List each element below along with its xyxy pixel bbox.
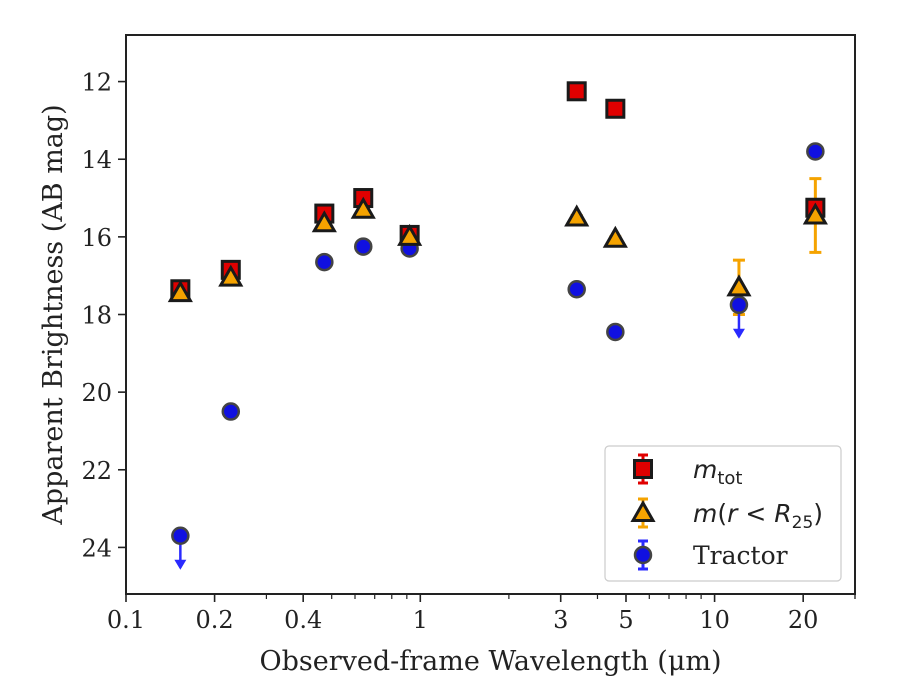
upper-limit-arrow-head: [174, 559, 187, 570]
y-tick-label: 12: [81, 69, 112, 97]
x-tick-label: 1: [413, 606, 428, 634]
legend: mtot m(r < R25) Tractor: [604, 445, 842, 582]
data-point-square: [605, 98, 626, 119]
data-point-triangle: [218, 264, 244, 287]
data-point-circle: [354, 237, 373, 256]
x-axis: 0.1 0.2 0.4 1 3 5 10 20: [107, 594, 856, 634]
y-tick-label: 20: [81, 379, 112, 407]
legend-marker-triangle: [630, 499, 656, 522]
data-point-square: [566, 81, 587, 102]
data-point-circle: [221, 402, 241, 421]
markers-square: [170, 81, 826, 300]
data-point-triangle: [602, 225, 628, 248]
data-point-triangle: [167, 280, 193, 303]
y-tick-label: 16: [81, 224, 112, 252]
x-tick-label: 0.2: [196, 606, 234, 634]
legend-label: mtot: [693, 455, 743, 489]
data-point-triangle: [564, 204, 590, 227]
data-point-circle: [171, 526, 190, 546]
x-tick-label: 0.1: [107, 606, 145, 634]
x-axis-label: Observed-frame Wavelength (μm): [259, 646, 721, 677]
legend-box: [604, 445, 842, 582]
x-tick-label: 20: [788, 606, 819, 634]
x-tick-label: 10: [699, 606, 730, 634]
data-point-circle: [729, 295, 749, 315]
x-tick-label: 3: [553, 606, 568, 634]
legend-label: Tractor: [693, 541, 788, 570]
y-tick-label: 14: [81, 146, 112, 174]
data-point-circle: [606, 322, 625, 342]
data-point-triangle: [350, 196, 376, 219]
x-tick-label: 0.4: [284, 606, 322, 634]
markers-circle: [171, 142, 825, 546]
data-point-triangle: [802, 202, 828, 225]
y-axis: 12 14 16 18 20 22 24: [81, 69, 126, 562]
legend-marker-square: [633, 459, 653, 479]
series-square: [174, 88, 822, 295]
chart-marks: [167, 81, 828, 570]
legend-label: m(r < R25): [693, 499, 823, 533]
y-tick-label: 24: [81, 534, 112, 562]
data-point-triangle: [311, 210, 337, 233]
data-point-circle: [806, 142, 825, 161]
upper-limit-arrow-head: [732, 328, 745, 339]
data-point-circle: [567, 280, 586, 299]
y-tick-label: 22: [81, 457, 112, 485]
y-tick-label: 18: [81, 302, 112, 330]
x-tick-label: 5: [618, 606, 633, 634]
legend-marker-circle: [633, 545, 653, 565]
y-axis-label: Apparent Brightness (AB mag): [38, 104, 69, 525]
data-point-triangle: [397, 223, 423, 246]
series-triangle: [174, 177, 822, 316]
data-point-triangle: [726, 274, 752, 297]
data-point-circle: [315, 252, 334, 272]
markers-triangle: [167, 196, 828, 303]
